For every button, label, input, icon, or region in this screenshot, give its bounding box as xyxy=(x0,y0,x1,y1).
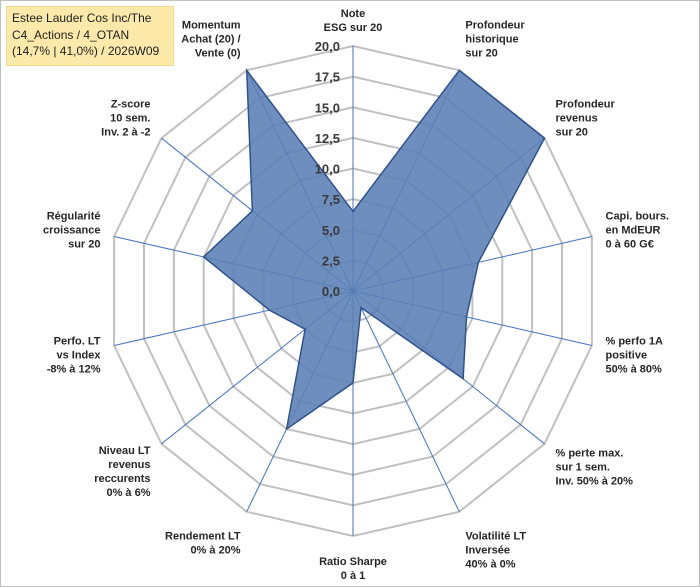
series-area xyxy=(202,67,546,431)
axis-label-line: vs Index xyxy=(56,349,101,361)
axis-label: Momentum Achat (20) / Vente (0) xyxy=(181,20,241,60)
axis-label: Niveau LT revenus reccurents 0% à 6% xyxy=(94,445,151,499)
axis-label: Ratio Sharpe 0 à 1 xyxy=(319,556,387,582)
axis-label-line: ESG sur 20 xyxy=(324,22,383,34)
axis-label: Capi. bours. en MdEUR 0 à 60 G€ xyxy=(606,211,670,251)
tick-label: 7,5 xyxy=(322,192,340,207)
axis-label: % perte max. sur 1 sem. Inv. 50% à 20% xyxy=(556,448,634,488)
axis-label-line: 0 à 1 xyxy=(341,570,365,582)
radar-series xyxy=(202,67,546,431)
axis-label-line: -8% à 12% xyxy=(47,363,101,375)
axis-label-line: 0% à 20% xyxy=(190,544,240,556)
axis-label-line: 0% à 6% xyxy=(106,487,150,499)
axis-label-line: Volatilité LT xyxy=(465,530,526,542)
axis-label-line: en MdEUR xyxy=(606,225,661,237)
axis-label-line: reccurents xyxy=(94,473,150,485)
axis-label-line: Profondeur xyxy=(556,98,616,110)
axis-label-line: Inv. 2 à -2 xyxy=(101,126,150,138)
axis-label-line: % perfo 1A xyxy=(606,335,664,347)
radar-tick-labels: 0,0 2,5 5,0 7,5 10,0 12,5 15,0 17,5 20,0 xyxy=(315,39,340,299)
axis-label: Rendement LT 0% à 20% xyxy=(165,530,241,556)
axis-label: Régularité croissance sur 20 xyxy=(43,211,100,251)
axis-label: Z-score 10 sem. Inv. 2 à -2 xyxy=(101,98,150,138)
axis-label-line: Rendement LT xyxy=(165,530,241,542)
tick-label: 0,0 xyxy=(322,284,340,299)
axis-label-line: Momentum xyxy=(182,20,241,32)
axis-spoke xyxy=(352,290,460,512)
title-line-company: Estee Lauder Cos Inc/The xyxy=(12,11,152,25)
tick-label: 5,0 xyxy=(322,223,340,238)
axis-label-line: Vente (0) xyxy=(195,48,241,60)
axis-label-line: 50% à 80% xyxy=(606,363,662,375)
title-line-category: C4_Actions / 4_OTAN xyxy=(12,27,130,42)
axis-label-line: sur 20 xyxy=(68,239,100,251)
axis-label-line: Perfo. LT xyxy=(54,335,101,347)
axis-label-line: % perte max. xyxy=(556,448,624,460)
axis-label-line: revenus xyxy=(556,112,598,124)
axis-label-line: Achat (20) / xyxy=(181,34,240,46)
axis-label-line: sur 20 xyxy=(556,126,588,138)
axis-label: Profondeur revenus sur 20 xyxy=(556,98,616,138)
axis-label-line: Inv. 50% à 20% xyxy=(556,476,634,488)
axis-label-line: Z-score xyxy=(111,98,151,110)
axis-label-line: croissance xyxy=(43,225,100,237)
axis-label-line: sur 20 xyxy=(465,48,497,60)
axis-label: % perfo 1A positive 50% à 80% xyxy=(606,335,664,375)
axis-label-line: Inversée xyxy=(465,544,510,556)
tick-label: 2,5 xyxy=(322,253,340,268)
axis-label: Perfo. LT vs Index -8% à 12% xyxy=(47,335,102,375)
tick-label: 20,0 xyxy=(315,39,340,54)
axis-label-line: Niveau LT xyxy=(99,445,151,457)
tick-label: 15,0 xyxy=(315,100,340,115)
axis-label-line: historique xyxy=(465,34,518,46)
tick-label: 12,5 xyxy=(315,131,340,146)
axis-label: Profondeur historique sur 20 xyxy=(465,20,525,60)
axis-label-line: positive xyxy=(606,349,648,361)
axis-label: Note ESG sur 20 xyxy=(324,8,383,34)
axis-label-line: sur 1 sem. xyxy=(556,462,610,474)
axis-label-line: Capi. bours. xyxy=(606,211,670,223)
axis-label-line: 10 sem. xyxy=(110,112,150,124)
axis-label-line: Ratio Sharpe xyxy=(319,556,387,568)
axis-label-line: Profondeur xyxy=(465,20,525,32)
axis-label-line: Note xyxy=(341,8,365,20)
tick-label: 10,0 xyxy=(315,162,340,177)
radar-axis-labels: Note ESG sur 20 Profondeur historique sur 20… xyxy=(43,8,669,582)
axis-label-line: Régularité xyxy=(47,211,101,223)
axis-label: Volatilité LT Inversée 40% à 0% xyxy=(465,530,526,570)
axis-label-line: 0 à 60 G€ xyxy=(606,239,654,251)
title-line-stats: (14,7% | 41,0%) / 2026W09 xyxy=(12,44,160,58)
axis-label-line: revenus xyxy=(108,459,150,471)
chart-title-box: Estee Lauder Cos Inc/The C4_Actions / 4_… xyxy=(6,6,174,66)
tick-label: 17,5 xyxy=(315,70,340,85)
axis-label-line: 40% à 0% xyxy=(465,558,515,570)
